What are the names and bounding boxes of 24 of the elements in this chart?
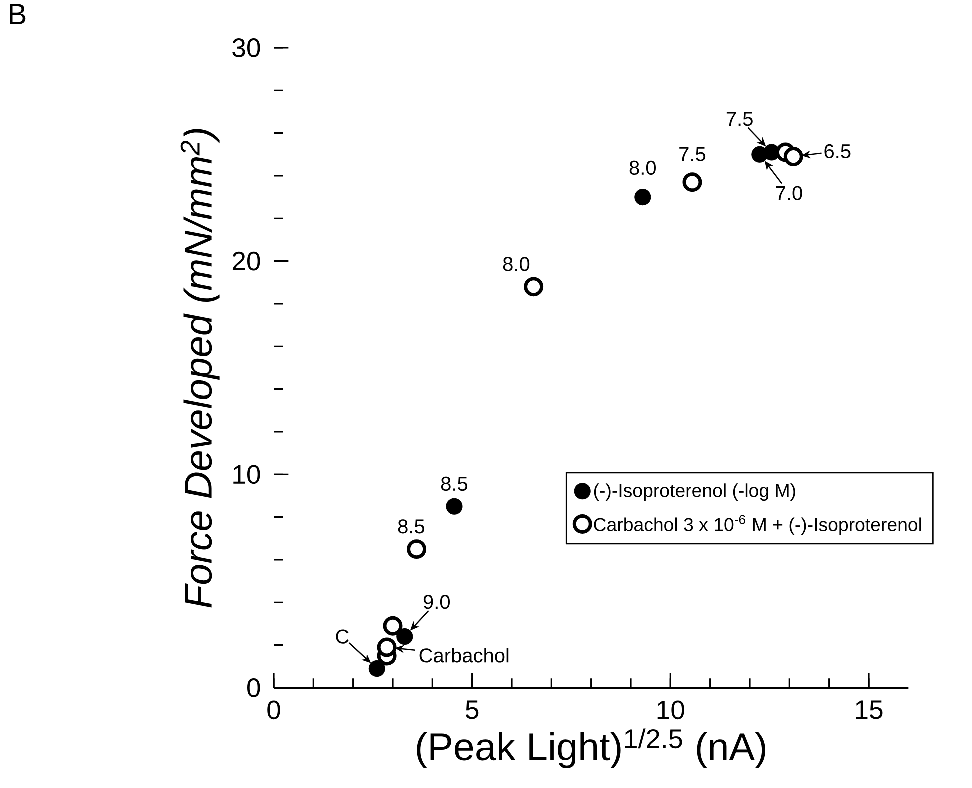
annotation: 6.5 [824,144,851,159]
legend-label: (-)-Isoproterenol (-log M) [594,484,796,502]
annotation: Carbachol [420,648,509,663]
annotation: 8.5 [441,476,468,492]
annotation: 8.0 [630,160,656,176]
y-tick-label: 0 [248,678,260,698]
annotation: C [336,630,349,644]
annotation: 9.0 [424,595,450,610]
legend-label: Carbachol 3 x 10$^{-6}$ M + (-)-Isoproterenol [594,515,922,536]
x-axis-title: (Peak Light)$^{1/2.5}$ (nA) [417,728,766,768]
y-tick-label: 30 [232,38,260,58]
annotation: 7.5 [726,112,753,126]
y-tick-label: 10 [234,465,260,484]
y-axis-title: Force Developed (mN/mm$^{2}$) [180,129,220,608]
y-tick-label: 20 [232,252,260,271]
annotation: 7.5 [680,147,706,162]
x-tick-label: 0 [268,700,280,720]
annotation: 8.5 [398,520,425,534]
x-tick-label: 10 [658,700,684,720]
text: B [10,4,26,24]
x-tick-label: 15 [856,700,883,720]
annotation: 8.0 [503,257,530,272]
annotation: 7.0 [776,186,802,200]
x-tick-label: 5 [466,700,479,720]
